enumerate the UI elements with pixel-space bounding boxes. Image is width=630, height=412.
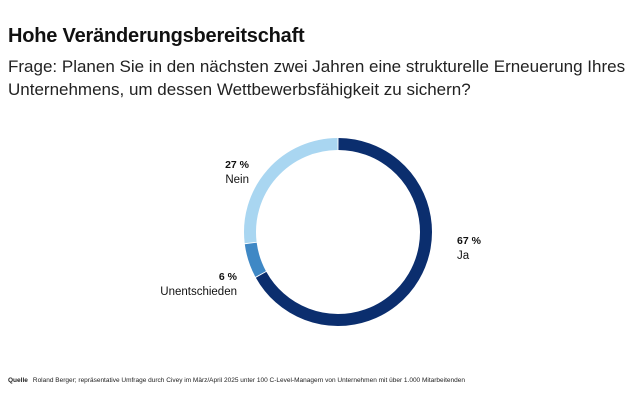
slice-value-label-ja: 67 % (457, 235, 482, 247)
slice-unentschieden (244, 242, 267, 277)
slice-nein (244, 138, 338, 244)
source-text: Roland Berger; repräsentative Umfrage du… (32, 377, 465, 384)
chart-title: Hohe Veränderungsbereitschaft (8, 25, 305, 47)
source-label: Quelle (8, 377, 28, 384)
source-note: Quelle Roland Berger; repräsentative Umfr… (8, 377, 465, 384)
slice-value-label-nein: 27 % (225, 159, 250, 171)
slice-category-label-unentschieden: Unentschieden (160, 286, 237, 298)
slice-value-label-unentschieden: 6 % (219, 271, 238, 283)
slice-ja (255, 138, 432, 326)
chart-subtitle: Frage: Planen Sie in den nächsten zwei J… (8, 57, 626, 99)
slice-category-label-nein: Nein (225, 174, 249, 186)
slice-category-label-ja: Ja (457, 250, 470, 262)
